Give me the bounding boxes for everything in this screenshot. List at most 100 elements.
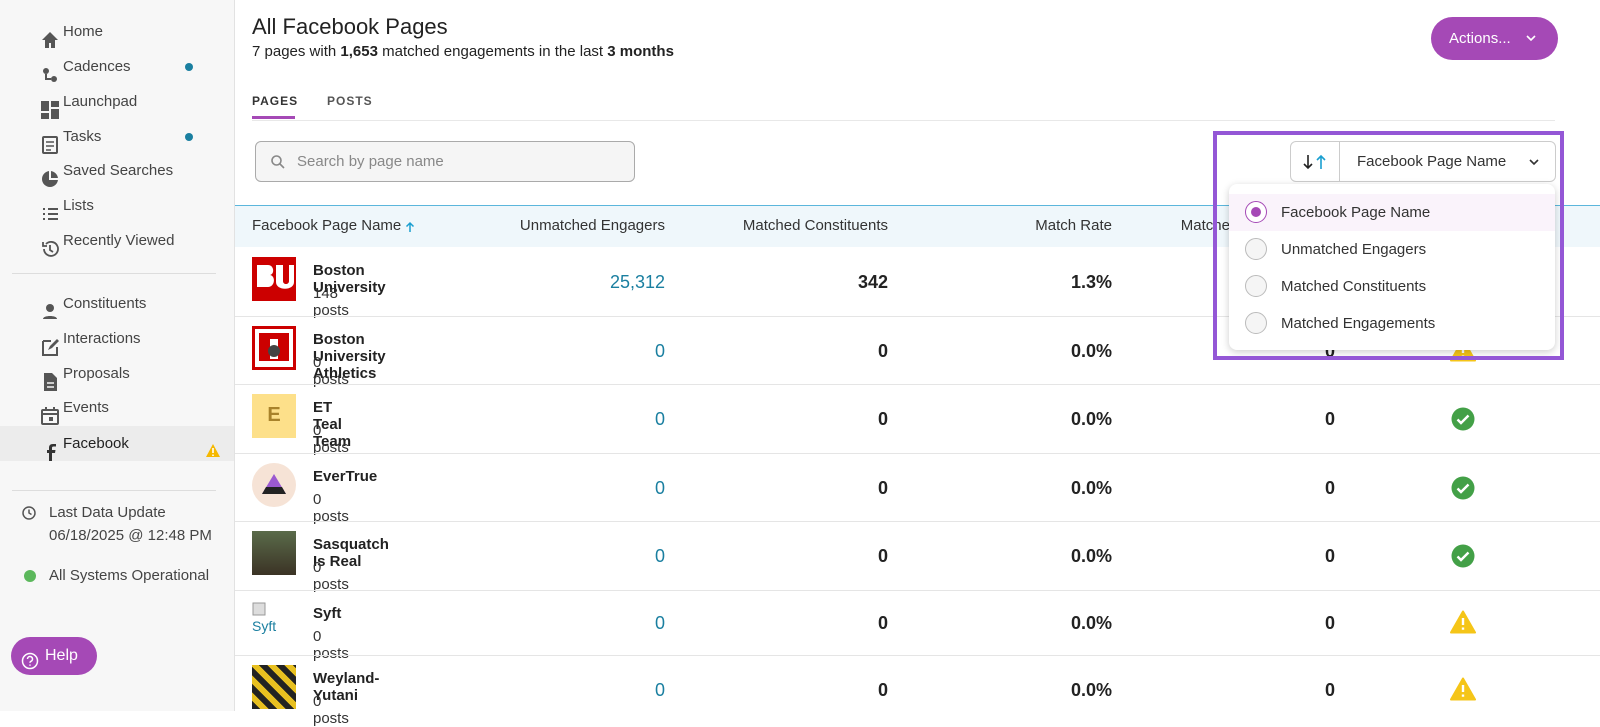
match-rate: 0.0% bbox=[1070, 613, 1112, 633]
broken-image bbox=[252, 602, 266, 621]
unmatched-engagers[interactable]: 0 bbox=[654, 546, 665, 566]
status-warning bbox=[1450, 610, 1476, 639]
radio bbox=[1245, 201, 1267, 223]
search-box[interactable]: Search by page name bbox=[255, 141, 635, 182]
avatar bbox=[252, 463, 296, 507]
logo bbox=[259, 333, 289, 361]
sort-option[interactable]: Facebook Page Name bbox=[1229, 194, 1555, 231]
actions-button[interactable]: Actions... bbox=[1431, 17, 1558, 60]
avatar-initial: E bbox=[267, 404, 281, 426]
page-name[interactable]: Boston University bbox=[313, 262, 386, 296]
page-title: All Facebook Pages bbox=[252, 14, 448, 39]
nav-item[interactable]: Events bbox=[0, 390, 234, 425]
page-name[interactable]: Boston University Athletics bbox=[313, 331, 386, 382]
search-icon bbox=[271, 155, 285, 169]
summary-part: 7 pages with bbox=[252, 43, 341, 60]
match-rate: 1.3% bbox=[1070, 272, 1112, 292]
status-warning bbox=[1450, 677, 1476, 706]
status-ok bbox=[1451, 476, 1475, 505]
nav-icon-glyph bbox=[42, 339, 59, 356]
nav-label: Recently Viewed bbox=[63, 232, 175, 249]
matched-engagements: 0 bbox=[1324, 546, 1335, 566]
post-count: 0 posts bbox=[313, 354, 349, 388]
nav-item[interactable]: Constituents bbox=[0, 286, 234, 321]
help-button[interactable]: Help bbox=[11, 637, 97, 675]
sort-direction[interactable] bbox=[1291, 142, 1340, 181]
nav-item[interactable]: Cadences bbox=[0, 49, 234, 84]
sort-option[interactable]: Matched Engagements bbox=[1229, 305, 1555, 342]
post-count: 0 posts bbox=[313, 559, 349, 593]
sort-option[interactable]: Matched Constituents bbox=[1229, 268, 1555, 305]
radio bbox=[1245, 238, 1267, 260]
nav-item[interactable]: Tasks bbox=[0, 119, 234, 154]
help-icon-glyph bbox=[21, 652, 39, 670]
search-placeholder: Search by page name bbox=[297, 153, 444, 170]
nav-label: Interactions bbox=[63, 330, 141, 347]
matched-engagements: 0 bbox=[1324, 409, 1335, 429]
sort-control[interactable]: Facebook Page Name bbox=[1290, 141, 1556, 182]
page-name[interactable]: Sasquatch Is Real bbox=[313, 536, 389, 570]
column-header[interactable]: Facebook Page Name bbox=[252, 217, 402, 234]
row-divider bbox=[235, 655, 1600, 656]
highlight-box bbox=[1213, 131, 1564, 360]
sort-option[interactable]: Unmatched Engagers bbox=[1229, 231, 1555, 268]
page-name[interactable]: Syft bbox=[313, 605, 342, 622]
unmatched-engagers[interactable]: 0 bbox=[654, 341, 665, 361]
unmatched-engagers[interactable]: 0 bbox=[654, 680, 665, 700]
status-ok bbox=[1451, 407, 1475, 436]
clock-icon bbox=[22, 506, 36, 525]
status-warning-glyph bbox=[1450, 677, 1476, 701]
sidebar: Home Cadences Launchpad Tasks Saved Searches… bbox=[0, 0, 235, 711]
avatar bbox=[252, 257, 296, 301]
option-label: Matched Engagements bbox=[1281, 315, 1436, 332]
notification-dot bbox=[185, 63, 193, 71]
tab[interactable]: PAGES bbox=[252, 94, 299, 108]
nav-label: Launchpad bbox=[63, 93, 138, 110]
status-warning-glyph bbox=[1450, 610, 1476, 634]
unmatched-engagers[interactable]: 0 bbox=[654, 478, 665, 498]
nav-icon-glyph bbox=[42, 171, 58, 187]
avatar bbox=[252, 665, 296, 709]
page-name[interactable]: ET Teal Team bbox=[313, 399, 352, 450]
matched-constituents: 0 bbox=[877, 341, 888, 361]
nav-item[interactable]: Lists bbox=[0, 188, 234, 223]
row-divider bbox=[235, 590, 1600, 591]
post-count: 0 posts bbox=[313, 491, 349, 525]
matched-constituents: 342 bbox=[857, 272, 888, 292]
help-icon bbox=[21, 647, 39, 685]
nav-item[interactable]: Launchpad bbox=[0, 84, 234, 119]
column-header[interactable]: Unmatched Engagers bbox=[519, 217, 665, 234]
option-label: Matched Constituents bbox=[1281, 278, 1427, 295]
match-rate: 0.0% bbox=[1070, 478, 1112, 498]
column-header[interactable]: Matched Constituents bbox=[742, 217, 888, 234]
matched-constituents: 0 bbox=[877, 409, 888, 429]
match-rate: 0.0% bbox=[1070, 546, 1112, 566]
tab[interactable]: POSTS bbox=[327, 94, 373, 108]
unmatched-engagers[interactable]: 0 bbox=[654, 613, 665, 633]
status-ok-glyph bbox=[1451, 544, 1475, 568]
page-name[interactable]: EverTrue bbox=[313, 468, 378, 485]
unmatched-engagers[interactable]: 0 bbox=[654, 409, 665, 429]
warning-icon-glyph bbox=[206, 444, 220, 457]
option-label: Unmatched Engagers bbox=[1281, 241, 1427, 258]
nav-item[interactable]: Saved Searches bbox=[0, 153, 234, 188]
nav-label: Home bbox=[63, 23, 104, 40]
post-count: 0 posts bbox=[313, 628, 349, 662]
nav-item[interactable]: Interactions bbox=[0, 321, 234, 356]
nav-label: Cadences bbox=[63, 58, 131, 75]
nav-icon-glyph bbox=[42, 241, 59, 257]
post-count: 0 posts bbox=[313, 693, 349, 727]
nav-item[interactable]: Proposals bbox=[0, 356, 234, 391]
nav-item[interactable]: Home bbox=[0, 14, 234, 49]
summary-part: 1,653 bbox=[340, 43, 378, 60]
nav-item[interactable]: Facebook bbox=[0, 426, 234, 461]
unmatched-engagers[interactable]: 25,312 bbox=[609, 272, 665, 292]
page-name[interactable]: Weyland-Yutani bbox=[313, 670, 380, 704]
nav-icon-glyph bbox=[42, 136, 58, 154]
column-header[interactable]: Match Rate bbox=[1035, 217, 1112, 234]
nav-label: Tasks bbox=[63, 128, 102, 145]
nav-item[interactable]: Recently Viewed bbox=[0, 223, 234, 258]
broken-image-glyph bbox=[252, 602, 266, 616]
nav-label: Facebook bbox=[63, 435, 129, 452]
nav-icon-glyph bbox=[42, 32, 58, 48]
